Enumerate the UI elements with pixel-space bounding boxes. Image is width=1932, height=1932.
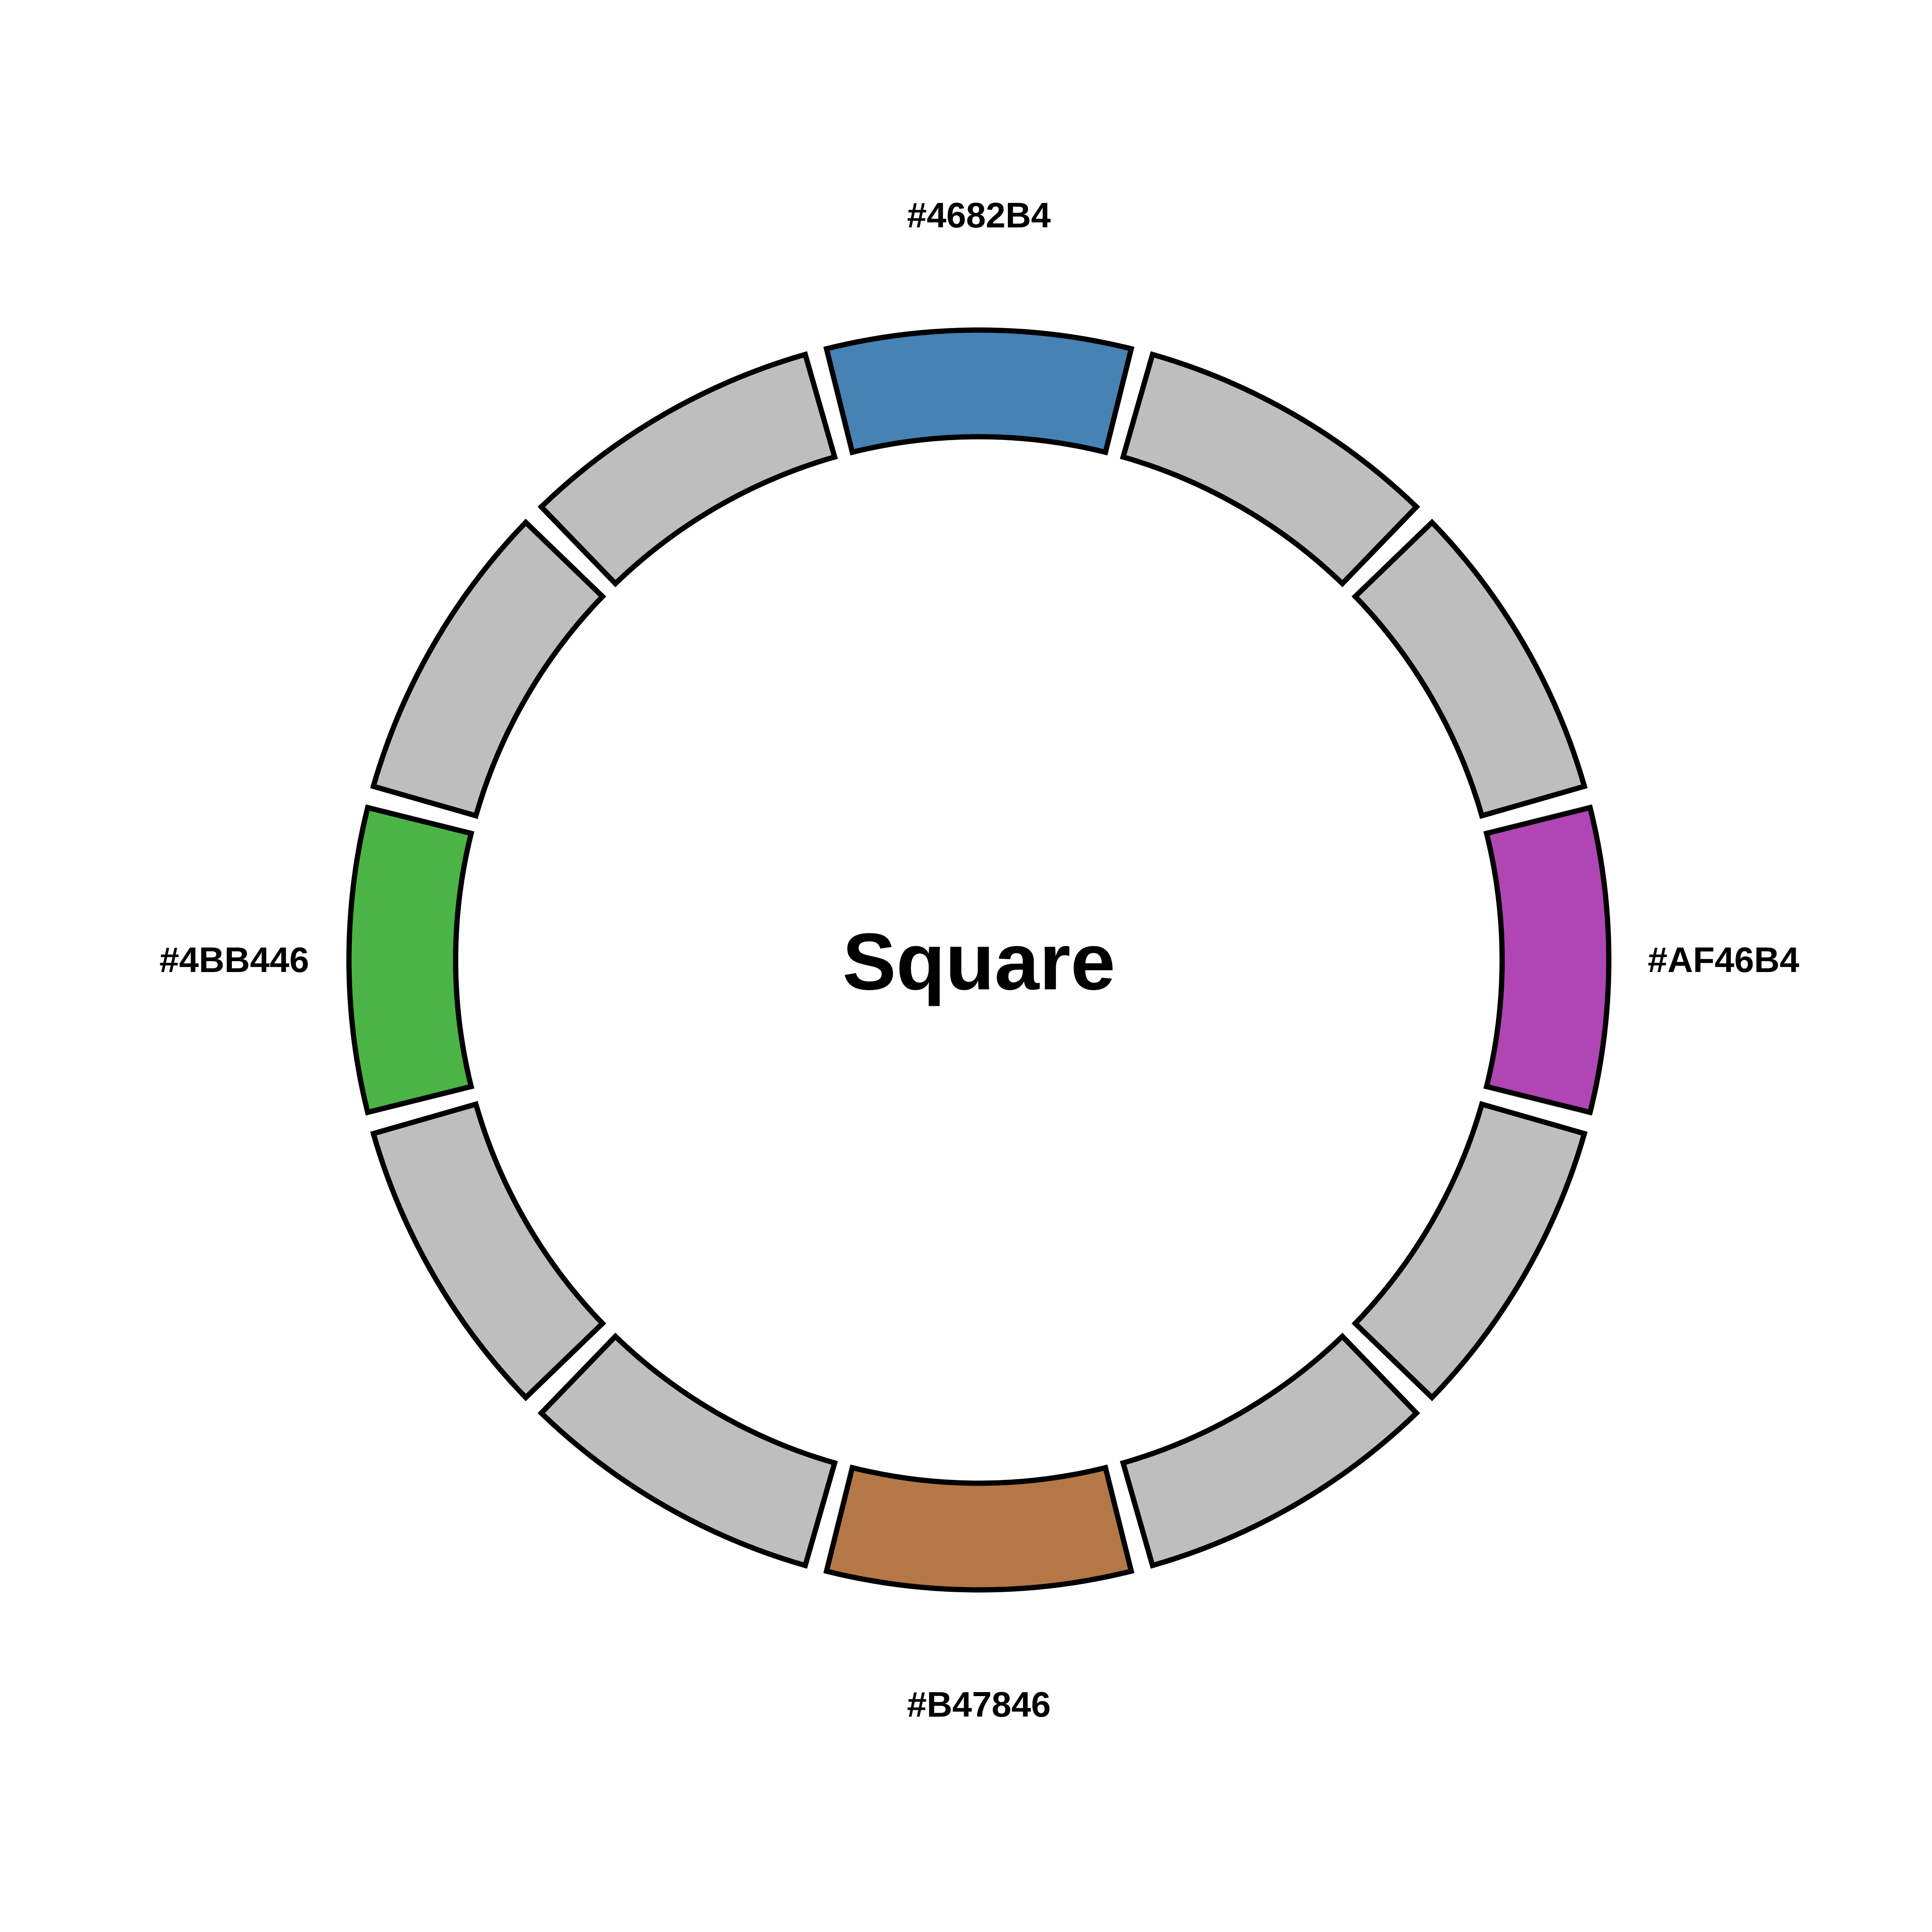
ring-segment [537,1332,838,1569]
ring-segment [1483,804,1612,1116]
ring-segments [346,327,1612,1593]
ring-segment [823,1464,1135,1593]
ring-segment [823,327,1135,456]
segment-labels: #4682B4 #AF46B4 #B47846 #4BB446 [159,195,1799,1724]
ring-segment [1351,518,1588,819]
ring-segment [1351,1101,1588,1402]
ring-segment [370,1101,607,1402]
center-title: Square [842,917,1115,1007]
segment-label: #AF46B4 [1648,940,1800,980]
ring-segment [370,518,607,819]
segment-label: #4682B4 [907,195,1051,235]
ring-segment [537,351,838,588]
segment-label: #4BB446 [159,940,309,980]
ring-segment [346,804,475,1116]
ring-segment [1120,1332,1420,1569]
segment-label: #B47846 [907,1684,1051,1724]
ring-segment [1120,351,1420,588]
